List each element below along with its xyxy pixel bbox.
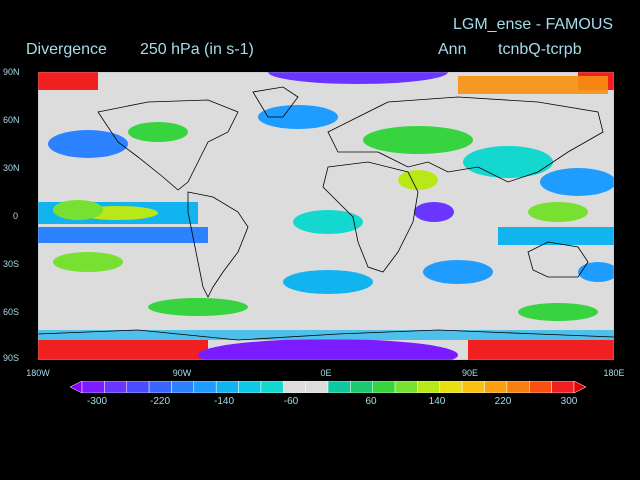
title-level: 250 hPa (in s-1) <box>140 41 254 58</box>
maritime-green <box>528 202 588 222</box>
eq-pacific-cyan <box>498 227 614 245</box>
colorbar-label-5: 140 <box>428 396 446 407</box>
divergence-map <box>38 72 614 360</box>
s-atl-cyan <box>283 270 373 294</box>
colorbar-cell <box>305 381 329 393</box>
colorbar-cell <box>350 381 373 393</box>
eurasia-green <box>363 126 473 154</box>
colorbar-cell <box>417 381 441 393</box>
colorbar-cell <box>283 381 306 393</box>
colorbar-cell <box>81 381 105 393</box>
southern-green-east <box>518 303 598 321</box>
australia-coast <box>527 241 589 278</box>
antarctica-coast <box>38 329 614 341</box>
lon-label-180e: 180E <box>603 368 625 378</box>
colorbar-cell <box>506 381 530 393</box>
north-polar-orange <box>458 76 608 94</box>
contour-fill-layer <box>38 72 614 360</box>
north-america-coast <box>97 99 239 191</box>
colorbar-cell <box>551 381 575 393</box>
colorbar-cell <box>193 381 217 393</box>
colorbar-cell <box>126 381 150 393</box>
eurasia-coast <box>327 96 604 183</box>
colorbar-cell <box>484 381 508 393</box>
title-variable: Divergence <box>26 41 107 58</box>
colorbar-label-2: -140 <box>213 396 235 407</box>
colorbar-label-6: 220 <box>494 396 512 407</box>
s-indian-cyan <box>423 260 493 284</box>
arabia-yellow <box>398 170 438 190</box>
lon-label-90w: 90W <box>172 368 192 378</box>
lat-label-30s: 30S <box>3 259 20 269</box>
colorbar-cell <box>104 381 127 393</box>
south-polar-band-right <box>468 340 614 360</box>
colorbar <box>70 381 586 393</box>
lat-label-90n: 90N <box>3 67 20 77</box>
n-atl-cyan <box>258 105 338 129</box>
title-experiment: LGM_ense - FAMOUS <box>453 16 614 33</box>
colorbar-label-0: -300 <box>86 396 108 407</box>
colorbar-cell <box>461 381 485 393</box>
lon-label-90e: 90E <box>461 368 479 378</box>
lat-label-30n: 30N <box>3 163 20 173</box>
n-pacific-blue <box>48 130 128 158</box>
colorbar-cells <box>70 381 586 393</box>
colorbar-cell <box>238 381 262 393</box>
atlantic-cyan <box>293 210 363 234</box>
colorbar-arrow-left <box>70 381 83 393</box>
title-period: Ann <box>438 41 467 58</box>
colorbar-cell <box>327 381 351 393</box>
colorbar-cell <box>215 381 239 393</box>
s-pacific-cyan <box>578 262 614 282</box>
colorbar-cell <box>260 381 284 393</box>
s-pacific-green <box>53 252 123 272</box>
n-pacific-green <box>128 122 188 142</box>
colorbar-cell <box>529 381 552 393</box>
colorbar-cell <box>372 381 396 393</box>
colorbar-label-4: 60 <box>365 396 377 407</box>
eq-green-west <box>53 200 103 220</box>
africa-coast <box>322 161 419 273</box>
lat-label-eq: 0 <box>13 211 19 221</box>
north-polar-red-left <box>38 72 98 90</box>
lat-label-60s: 60S <box>3 307 20 317</box>
south-america-coast <box>187 191 249 298</box>
title-run-difference: tcnbQ-tcrpb <box>498 41 582 58</box>
pacific-north-cyan <box>540 168 614 196</box>
greenland-coast <box>252 86 299 118</box>
colorbar-label-1: -220 <box>149 396 171 407</box>
lat-label-90s: 90S <box>3 353 20 363</box>
colorbar-label-7: 300 <box>560 396 578 407</box>
colorbar-label-3: -60 <box>283 396 299 407</box>
southern-green <box>148 298 248 316</box>
eq-blue-band <box>38 227 208 243</box>
colorbar-cell <box>148 381 172 393</box>
coastlines <box>38 86 614 341</box>
colorbar-cell <box>394 381 418 393</box>
lon-label-0e: 0E <box>320 368 332 378</box>
lat-label-60n: 60N <box>3 115 20 125</box>
colorbar-cell <box>439 381 463 393</box>
lon-label-180w: 180W <box>26 368 50 378</box>
north-polar-low <box>268 72 448 84</box>
south-polar-low <box>198 339 458 360</box>
asia-cyan <box>463 146 553 178</box>
indian-ocean-low <box>414 202 454 222</box>
south-polar-band-left <box>38 340 208 360</box>
colorbar-arrow-right <box>573 381 586 393</box>
colorbar-cell <box>171 381 195 393</box>
